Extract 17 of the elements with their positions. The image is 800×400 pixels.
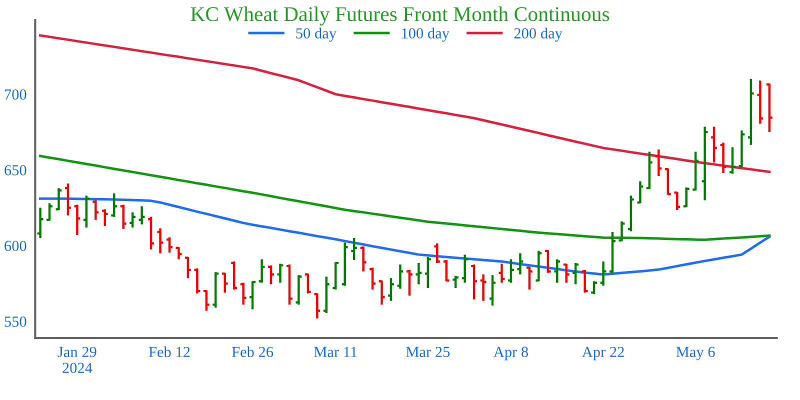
- legend-label: 200 day: [514, 28, 562, 42]
- x-tick-label: Feb 12: [148, 346, 190, 358]
- line-series: [39, 154, 771, 241]
- y-tick-label: 600: [4, 240, 26, 252]
- y-tick-label: 700: [4, 89, 26, 100]
- x-tick-label: May 6: [676, 346, 715, 360]
- chart-title: KC Wheat Daily Futures Front Month Continuous: [190, 6, 610, 26]
- legend-label: 50 day: [296, 28, 336, 42]
- x-tick-label: Mar 25: [406, 346, 450, 358]
- x-tick-label: Mar 11: [314, 346, 357, 358]
- x-tick-label: Feb 26: [232, 346, 274, 358]
- x-tick-label: Apr 8: [494, 346, 528, 360]
- x-tick-label: Apr 22: [582, 346, 624, 360]
- y-tick-label: 550: [4, 316, 26, 327]
- y-tick-label: 650: [4, 165, 26, 176]
- x-tick-label: Jan 29 2024: [58, 346, 96, 374]
- legend-label: 100 day: [402, 28, 450, 42]
